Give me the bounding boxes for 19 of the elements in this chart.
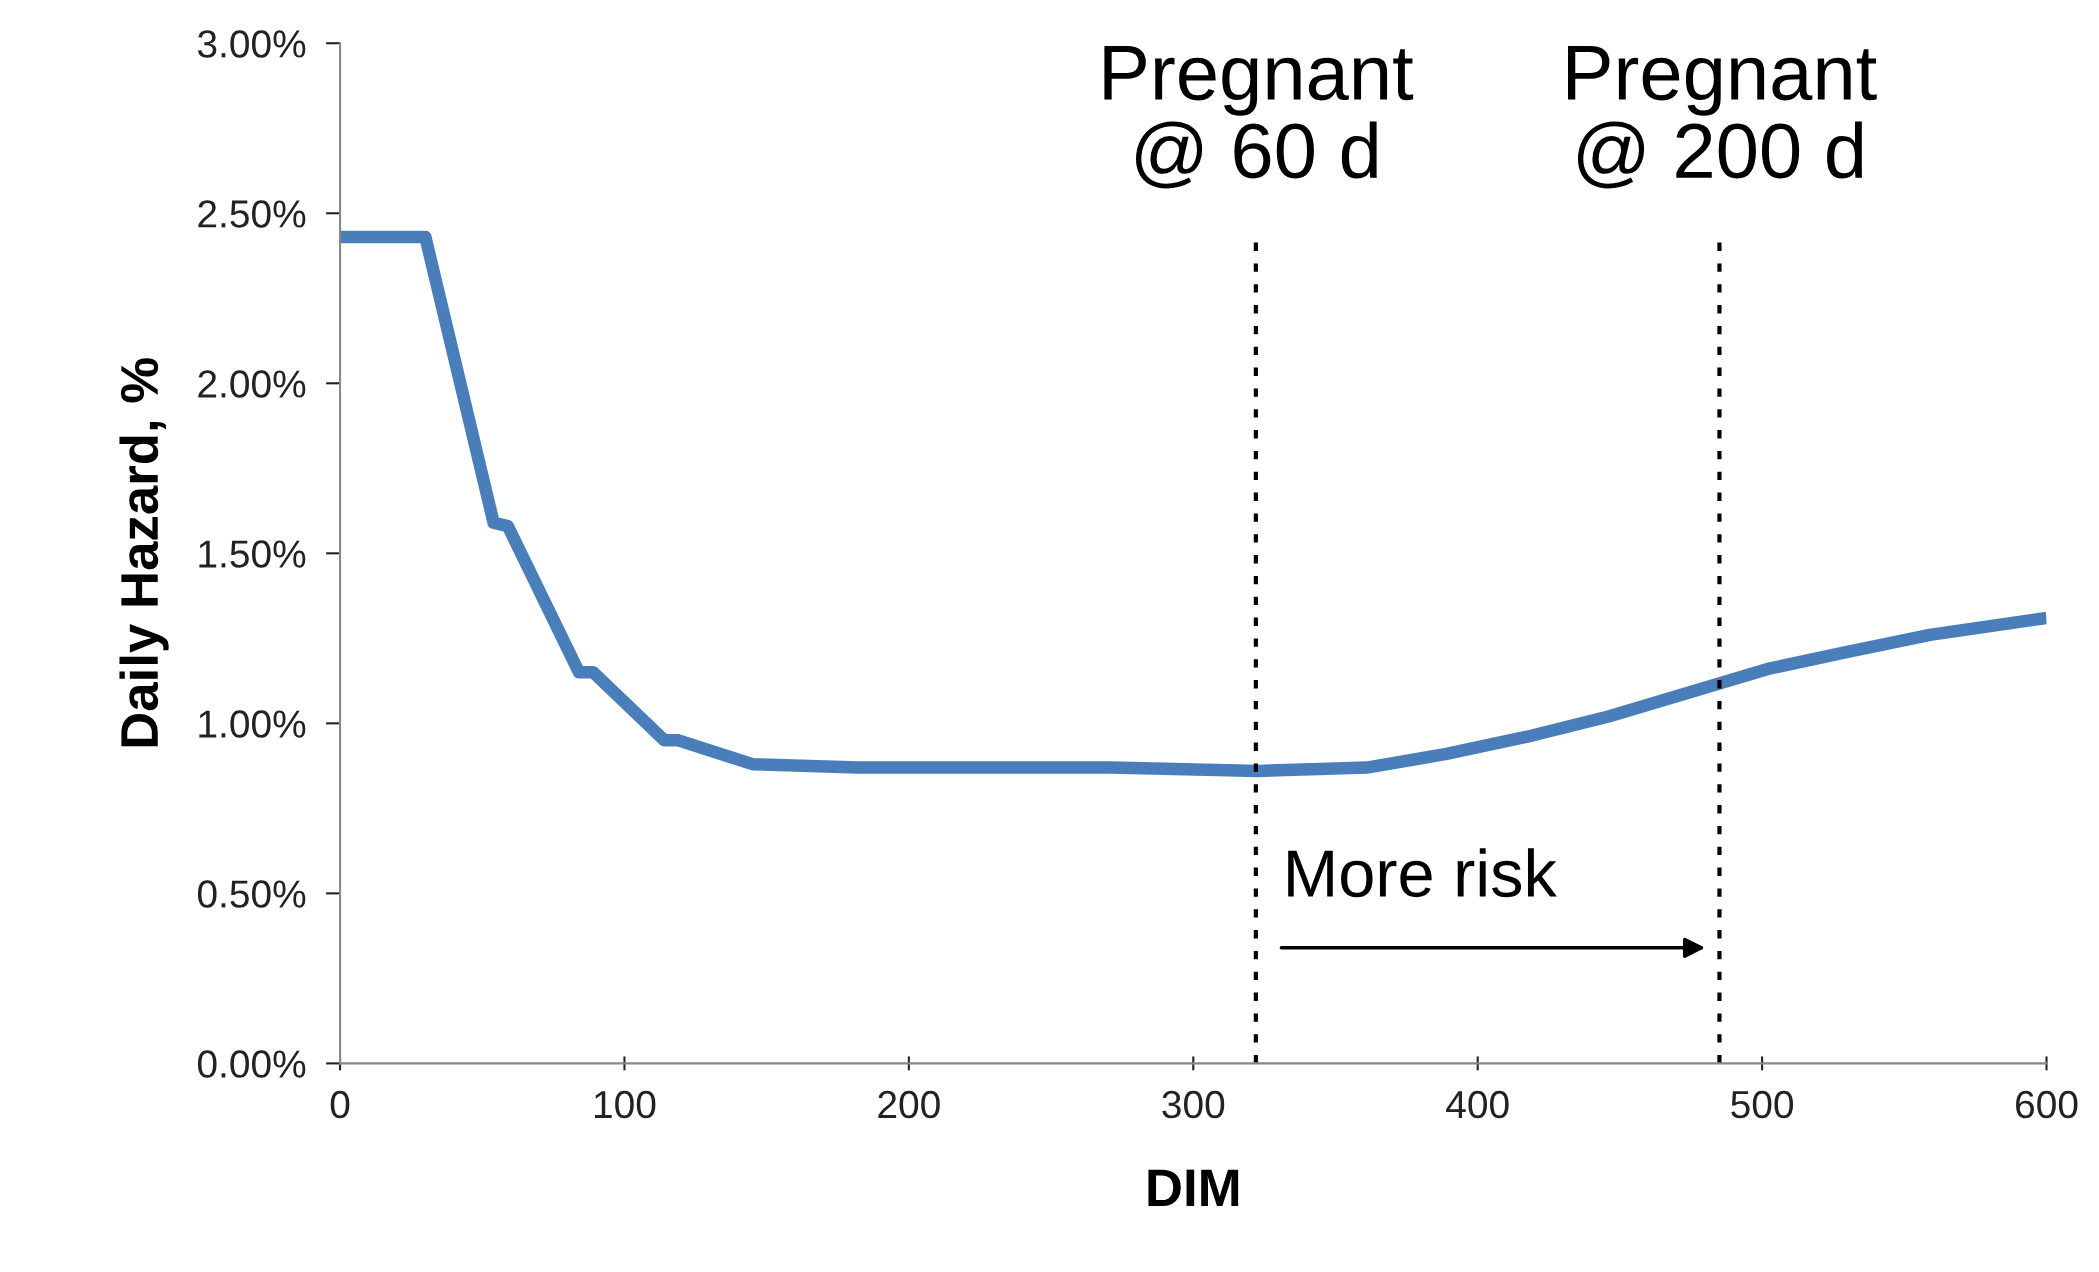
y-tick-label: 1.00%	[199, 710, 306, 738]
y-tick-label: 1.50%	[199, 540, 306, 568]
y-tick-label: 0.50%	[197, 880, 306, 908]
y-tick-label: 2.50%	[198, 200, 306, 228]
x-tick-label: 400	[1446, 1090, 1509, 1119]
y-tick-label: 2.00%	[198, 370, 306, 398]
y-axis-title: Daily Hazard, %	[119, 358, 169, 747]
x-tick-label: 300	[1162, 1090, 1225, 1119]
x-tick-label: 0	[330, 1090, 350, 1119]
y-tick-label: 0.00%	[197, 1050, 306, 1078]
x-tick-label: 200	[878, 1090, 940, 1119]
ref-line-label: Pregnant @ 60 d	[1104, 46, 1414, 189]
x-tick-label: 100	[594, 1090, 656, 1119]
x-tick-label: 500	[1731, 1090, 1794, 1119]
annotation: More risk	[1288, 848, 1557, 898]
x-axis-title: DIM	[1148, 1169, 1239, 1206]
x-tick-label: 600	[2016, 1090, 2078, 1119]
ref-line-label: Pregnant @ 200 d	[1568, 46, 1877, 189]
y-tick-label: 3.00%	[197, 30, 306, 58]
